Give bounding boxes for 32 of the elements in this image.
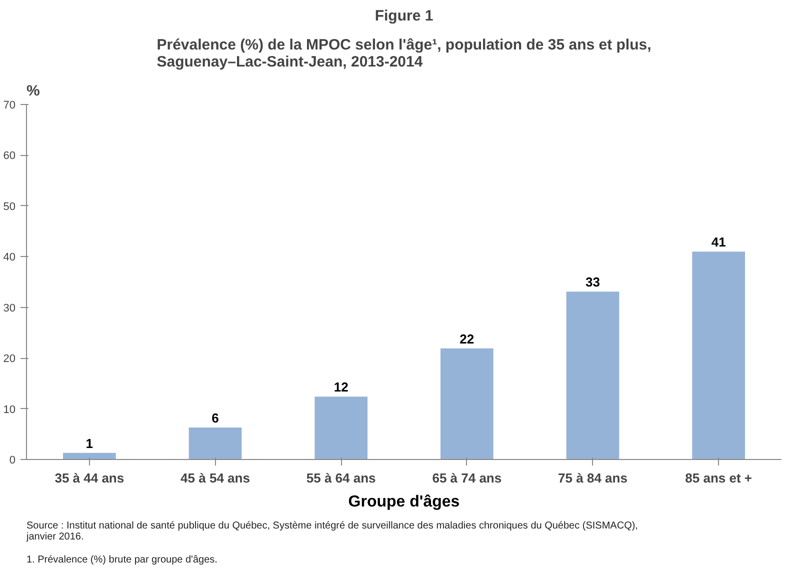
- x-axis-title: Groupe d'âges: [348, 494, 460, 510]
- bar: [62, 452, 116, 460]
- y-tick-label: 50: [3, 200, 16, 213]
- data-label: 12: [334, 380, 348, 395]
- y-tick-label: 20: [3, 353, 16, 366]
- data-label: 6: [212, 410, 219, 426]
- data-label: 41: [711, 234, 726, 250]
- bar: [440, 348, 494, 460]
- y-tick-label: 60: [3, 150, 16, 162]
- y-axis-title: %: [26, 82, 40, 100]
- x-tick-label: 75 à 84 ans: [558, 470, 628, 486]
- source-note: Source : Institut national de santé publique du Québec, Système intégré de surveillance des maladies chroniques du Québec (SISMACQ), janvier 2016.: [26, 520, 638, 542]
- data-label: 22: [460, 331, 474, 346]
- bar: [692, 252, 746, 460]
- y-tick-label: 40: [3, 252, 16, 264]
- text: 1. Prévalence (%) brute par groupe d'âges.: [26, 554, 218, 566]
- y-tick-label: 30: [3, 302, 16, 314]
- y-tick-label: 10: [3, 404, 16, 416]
- bar: [314, 396, 368, 460]
- bar: [566, 292, 620, 460]
- data-label: 33: [586, 274, 600, 290]
- chart-subtitle: Prévalence (%) de la MPOC selon l'âge¹, population de 35 ans et plus, Saguenay–Lac-Saint-Jean, 2013-2014: [156, 36, 652, 70]
- data-label: 1: [86, 436, 94, 451]
- x-tick-label: 65 à 74 ans: [432, 470, 502, 486]
- x-tick-label: 45 à 54 ans: [180, 470, 250, 486]
- x-tick-label: 35 à 44 ans: [54, 470, 124, 486]
- x-tick-label: 85 ans et +: [685, 470, 752, 486]
- x-tick-label: 55 à 64 ans: [306, 470, 376, 486]
- bar: [188, 428, 242, 460]
- y-tick-label: 0: [9, 454, 16, 466]
- y-tick-label: 70: [3, 100, 16, 112]
- chart-title: Figure 1: [374, 8, 434, 24]
